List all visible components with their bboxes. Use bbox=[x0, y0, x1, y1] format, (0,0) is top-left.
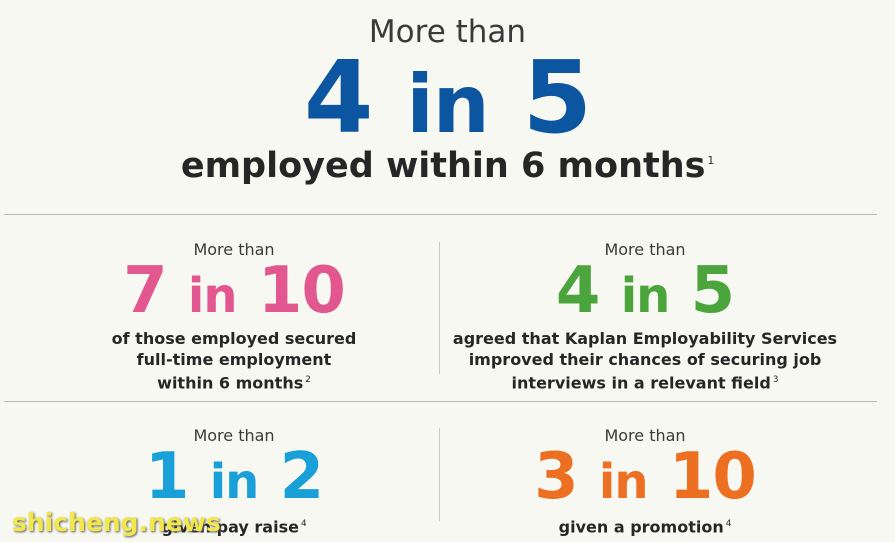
stat-numerator: 3 bbox=[534, 440, 579, 514]
stat-footnote: 4 bbox=[300, 519, 307, 529]
stat-description: agreed that Kaplan Employability Service… bbox=[440, 328, 850, 393]
stat-numerator: 4 bbox=[555, 254, 601, 328]
stat-in: in bbox=[598, 454, 649, 510]
divider-vertical-2 bbox=[439, 428, 440, 521]
stat-line: within 6 months 2 bbox=[157, 373, 311, 393]
divider-top bbox=[4, 214, 877, 215]
stat-line: improved their chances of securing job bbox=[468, 350, 822, 369]
hero-ratio: 4 in 5 bbox=[0, 48, 895, 155]
stat-denominator: 5 bbox=[690, 254, 736, 328]
stat-card-promotion: More than 3 in 10 given a promotion 4 bbox=[440, 426, 850, 537]
stat-card-employment: More than 7 in 10 of those employed secu… bbox=[29, 240, 439, 393]
stat-card-kaplan: More than 4 in 5 agreed that Kaplan Empl… bbox=[440, 240, 850, 393]
hero-description: employed within 6 months 1 bbox=[0, 146, 895, 186]
divider-middle bbox=[4, 401, 877, 402]
stat-ratio: 7 in 10 bbox=[29, 259, 439, 328]
stat-in: in bbox=[187, 268, 238, 324]
stat-ratio: 4 in 5 bbox=[440, 259, 850, 328]
stat-prefix: More than bbox=[193, 240, 275, 259]
stat-footnote: 4 bbox=[725, 519, 732, 529]
stat-in: in bbox=[209, 454, 260, 510]
stat-numerator: 7 bbox=[123, 254, 168, 328]
stat-prefix: More than bbox=[604, 426, 686, 445]
stat-ratio: 1 in 2 bbox=[29, 445, 439, 514]
stat-line: agreed that Kaplan Employability Service… bbox=[452, 329, 838, 348]
stat-line: full-time employment bbox=[136, 350, 332, 369]
divider-vertical-1 bbox=[439, 242, 440, 374]
stat-line: given pay raise 4 bbox=[161, 517, 307, 537]
stat-description: given pay raise 4 bbox=[29, 514, 439, 537]
stat-denominator: 10 bbox=[257, 254, 346, 328]
stat-numerator: 1 bbox=[144, 440, 190, 514]
stat-in: in bbox=[620, 268, 671, 324]
stat-prefix: More than bbox=[193, 426, 275, 445]
stat-card-pay-raise: More than 1 in 2 given pay raise 4 bbox=[29, 426, 439, 537]
hero-description-text: employed within 6 months bbox=[180, 146, 706, 186]
hero-numerator: 4 bbox=[303, 39, 374, 156]
hero-prefix: More than bbox=[368, 14, 527, 50]
stat-footnote: 2 bbox=[305, 375, 311, 385]
watermark-text: shicheng.news bbox=[12, 508, 221, 537]
stat-denominator: 10 bbox=[668, 440, 757, 514]
hero-stat: More than 4 in 5 employed within 6 month… bbox=[0, 0, 895, 210]
stat-line: of those employed secured bbox=[111, 329, 357, 348]
stat-line: given a promotion 4 bbox=[558, 517, 732, 537]
stat-description: given a promotion 4 bbox=[440, 514, 850, 537]
stat-footnote: 3 bbox=[772, 375, 779, 385]
stat-description: of those employed secured full-time empl… bbox=[29, 328, 439, 393]
stat-denominator: 2 bbox=[279, 440, 325, 514]
hero-denominator: 5 bbox=[522, 39, 593, 156]
stat-line: interviews in a relevant field 3 bbox=[511, 373, 779, 393]
stat-ratio: 3 in 10 bbox=[440, 445, 850, 514]
hero-in: in bbox=[406, 58, 489, 151]
stat-prefix: More than bbox=[604, 240, 686, 259]
hero-footnote: 1 bbox=[707, 155, 715, 168]
